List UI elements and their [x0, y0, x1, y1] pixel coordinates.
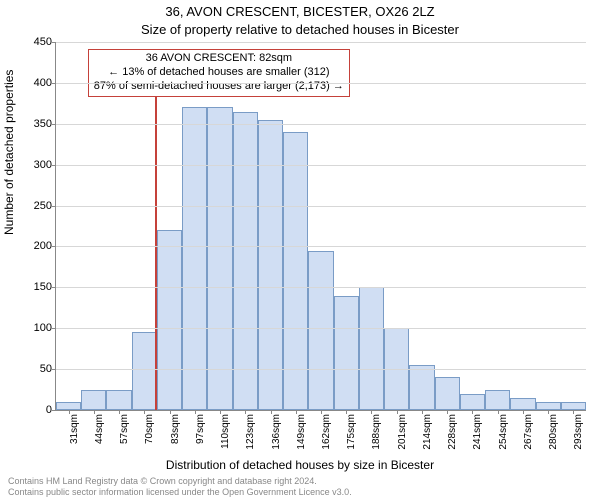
footer-line1: Contains HM Land Registry data © Crown c… [8, 476, 352, 487]
xtick-label: 57sqm [119, 414, 130, 444]
bar [132, 332, 157, 410]
y-axis-label: Number of detached properties [2, 70, 16, 235]
footer-line2: Contains public sector information licen… [8, 487, 352, 498]
xtick-label: 44sqm [94, 414, 105, 444]
xtick-label: 70sqm [144, 414, 155, 444]
ytick-mark [52, 287, 56, 288]
gridline [56, 328, 586, 329]
callout-line2: ← 13% of detached houses are smaller (31… [94, 66, 344, 80]
xtick-label: 241sqm [472, 414, 483, 450]
xtick-label: 280sqm [548, 414, 559, 450]
ytick-mark [52, 369, 56, 370]
gridline [56, 42, 586, 43]
xtick-label: 293sqm [573, 414, 584, 450]
bar [157, 230, 182, 410]
xtick-label: 123sqm [245, 414, 256, 450]
gridline [56, 369, 586, 370]
xtick-label: 136sqm [271, 414, 282, 450]
gridline [56, 206, 586, 207]
ytick-label: 450 [34, 36, 52, 48]
ytick-label: 250 [34, 200, 52, 212]
bar [435, 377, 460, 410]
xtick-label: 110sqm [220, 414, 231, 449]
xtick-label: 162sqm [321, 414, 332, 450]
bar [510, 398, 535, 410]
bar [409, 365, 434, 410]
ytick-mark [52, 410, 56, 411]
ytick-label: 150 [34, 281, 52, 293]
xtick-label: 214sqm [422, 414, 433, 450]
chart-title-line2: Size of property relative to detached ho… [0, 22, 600, 37]
reference-marker [155, 86, 157, 410]
ytick-mark [52, 83, 56, 84]
x-axis-label: Distribution of detached houses by size … [0, 458, 600, 472]
bar [308, 251, 333, 410]
bar [334, 296, 359, 410]
bar [536, 402, 561, 410]
ytick-label: 400 [34, 77, 52, 89]
bar [359, 287, 384, 410]
bars-layer [56, 42, 586, 410]
ytick-mark [52, 328, 56, 329]
bar [81, 390, 106, 410]
xtick-label: 201sqm [397, 414, 408, 450]
xtick-label: 228sqm [447, 414, 458, 450]
gridline [56, 124, 586, 125]
gridline [56, 83, 586, 84]
callout-box: 36 AVON CRESCENT: 82sqm ← 13% of detache… [88, 49, 350, 96]
ytick-label: 50 [40, 363, 52, 375]
bar [106, 390, 131, 410]
xtick-label: 175sqm [346, 414, 357, 450]
ytick-mark [52, 246, 56, 247]
xtick-label: 188sqm [371, 414, 382, 450]
xtick-label: 267sqm [523, 414, 534, 450]
bar [56, 402, 81, 410]
ytick-mark [52, 206, 56, 207]
xtick-label: 83sqm [170, 414, 181, 444]
ytick-label: 300 [34, 159, 52, 171]
gridline [56, 165, 586, 166]
bar [233, 112, 258, 410]
bar [485, 390, 510, 410]
ytick-mark [52, 165, 56, 166]
ytick-label: 100 [34, 322, 52, 334]
ytick-mark [52, 124, 56, 125]
gridline [56, 246, 586, 247]
plot-area: 36 AVON CRESCENT: 82sqm ← 13% of detache… [55, 42, 586, 411]
bar [207, 107, 232, 410]
ytick-label: 200 [34, 240, 52, 252]
ytick-mark [52, 42, 56, 43]
xtick-label: 254sqm [498, 414, 509, 450]
xtick-label: 31sqm [69, 414, 80, 444]
footer-attribution: Contains HM Land Registry data © Crown c… [8, 476, 352, 498]
ytick-label: 0 [46, 404, 52, 416]
ytick-label: 350 [34, 118, 52, 130]
bar [561, 402, 586, 410]
xtick-label: 149sqm [296, 414, 307, 450]
bar [182, 107, 207, 410]
xtick-label: 97sqm [195, 414, 206, 444]
gridline [56, 287, 586, 288]
bar [460, 394, 485, 410]
callout-line1: 36 AVON CRESCENT: 82sqm [94, 52, 344, 66]
bar [258, 120, 283, 410]
chart-title-line1: 36, AVON CRESCENT, BICESTER, OX26 2LZ [0, 4, 600, 19]
